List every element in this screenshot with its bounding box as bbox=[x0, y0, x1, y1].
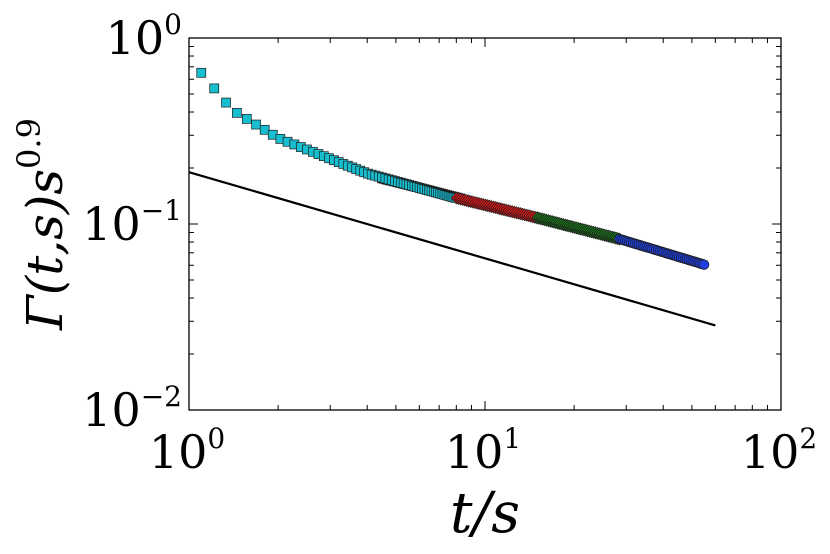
y-tick-label-2: 10−2 bbox=[82, 380, 182, 437]
tick-labels: 100 101 102 100 10−1 10−2 bbox=[82, 8, 817, 479]
data-point-s4-44 bbox=[698, 259, 710, 270]
data-point-s0-3 bbox=[231, 107, 242, 118]
x-tick-label-1: 101 bbox=[445, 422, 521, 479]
y-tick-label-0: 100 bbox=[106, 8, 182, 65]
x-axis-label: t/s bbox=[450, 481, 520, 546]
plot-background bbox=[189, 38, 781, 410]
data-point-s0-2 bbox=[221, 97, 231, 108]
data-point-s0-0 bbox=[196, 67, 207, 78]
data-point-s0-4 bbox=[241, 114, 252, 124]
plot-area bbox=[188, 38, 781, 410]
x-tick-label-0: 100 bbox=[149, 422, 225, 479]
y-axis-label: Γ(t,s)s0.9 bbox=[10, 118, 74, 331]
data-point-s0-1 bbox=[209, 83, 220, 94]
axis-ticks bbox=[188, 37, 782, 411]
x-tick-label-2: 102 bbox=[741, 422, 817, 479]
data-point-s0-5 bbox=[251, 119, 261, 130]
y-tick-label-1: 10−1 bbox=[82, 194, 182, 251]
data-markers bbox=[196, 67, 710, 270]
data-point-s0-6 bbox=[259, 124, 270, 135]
reference-line bbox=[188, 171, 716, 327]
